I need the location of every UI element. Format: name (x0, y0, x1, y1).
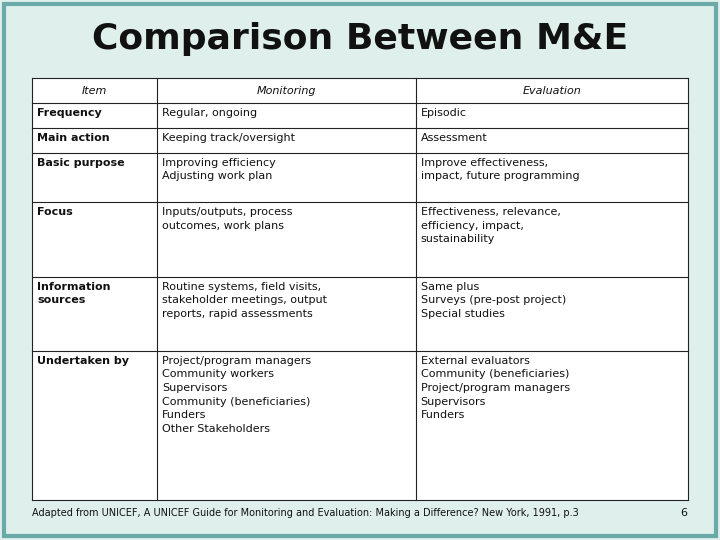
Text: Item: Item (82, 86, 107, 96)
Text: Routine systems, field visits,
stakeholder meetings, output
reports, rapid asses: Routine systems, field visits, stakehold… (162, 281, 327, 319)
Text: Episodic: Episodic (420, 108, 467, 118)
Text: 6: 6 (680, 508, 688, 517)
Text: Information
sources: Information sources (37, 281, 111, 305)
Text: Evaluation: Evaluation (522, 86, 581, 96)
Text: Regular, ongoing: Regular, ongoing (162, 108, 257, 118)
Text: Monitoring: Monitoring (256, 86, 316, 96)
Text: Focus: Focus (37, 207, 73, 217)
Text: External evaluators
Community (beneficiaries)
Project/program managers
Superviso: External evaluators Community (beneficia… (420, 356, 570, 420)
Text: Same plus
Surveys (pre-post project)
Special studies: Same plus Surveys (pre-post project) Spe… (420, 281, 566, 319)
Text: Inputs/outputs, process
outcomes, work plans: Inputs/outputs, process outcomes, work p… (162, 207, 292, 231)
Bar (32, 78, 688, 500)
Text: Improving efficiency
Adjusting work plan: Improving efficiency Adjusting work plan (162, 158, 276, 181)
Text: Assessment: Assessment (420, 133, 487, 143)
Text: Effectiveness, relevance,
efficiency, impact,
sustainability: Effectiveness, relevance, efficiency, im… (420, 207, 561, 245)
Text: Improve effectiveness,
impact, future programming: Improve effectiveness, impact, future pr… (420, 158, 580, 181)
Text: Comparison Between M&E: Comparison Between M&E (92, 22, 628, 56)
Text: Frequency: Frequency (37, 108, 102, 118)
Text: Adapted from UNICEF, A UNICEF Guide for Monitoring and Evaluation: Making a Diff: Adapted from UNICEF, A UNICEF Guide for … (32, 508, 579, 517)
Text: Main action: Main action (37, 133, 110, 143)
Text: Basic purpose: Basic purpose (37, 158, 125, 167)
Text: Undertaken by: Undertaken by (37, 356, 130, 366)
Text: Keeping track/oversight: Keeping track/oversight (162, 133, 295, 143)
Text: Project/program managers
Community workers
Supervisors
Community (beneficiaries): Project/program managers Community worke… (162, 356, 311, 434)
